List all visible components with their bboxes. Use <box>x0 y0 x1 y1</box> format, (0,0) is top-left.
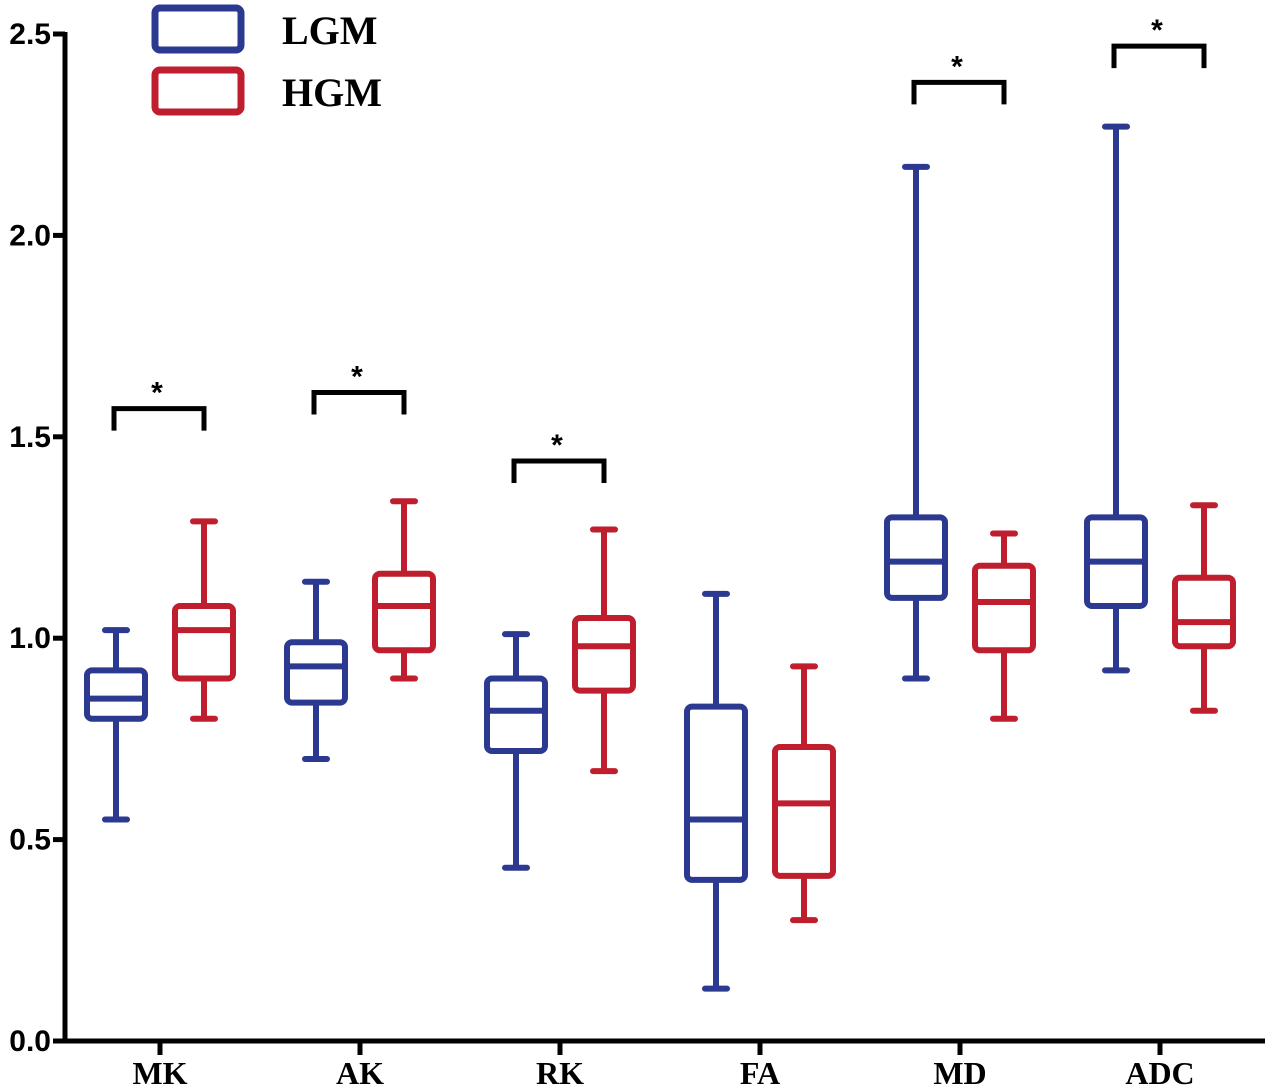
legend-item-lgm: LGM <box>151 4 378 54</box>
bracket-line <box>911 79 1007 105</box>
box-lgm-mk <box>84 627 148 823</box>
iqr-box <box>1172 574 1236 650</box>
legend-label: HGM <box>282 70 382 115</box>
iqr-box <box>484 675 548 754</box>
significance-bracket: * <box>911 50 1007 105</box>
y-tick-label: 1.5 <box>9 421 51 454</box>
significance-markers: * * * * * <box>111 14 1207 483</box>
box-hgm-ak <box>372 498 436 682</box>
iqr-box <box>972 562 1036 654</box>
significance-star: * <box>151 377 163 410</box>
box-hgm-adc <box>1172 502 1236 714</box>
box-lgm-md <box>884 163 948 682</box>
box-hgm-rk <box>572 526 636 775</box>
significance-star: * <box>351 360 363 393</box>
iqr-box <box>684 703 748 883</box>
y-tick-label: 1.0 <box>9 622 51 655</box>
significance-star: * <box>551 429 563 462</box>
box-lgm-fa <box>684 590 748 992</box>
y-tick-label: 0.5 <box>9 824 51 857</box>
iqr-box <box>372 570 436 654</box>
iqr-box <box>284 639 348 706</box>
iqr-box <box>884 514 948 601</box>
x-tick-label: MD <box>933 1055 986 1088</box>
box-lgm-rk <box>484 631 548 871</box>
box-series <box>84 123 1236 992</box>
bracket-line <box>311 389 407 415</box>
x-tick-label: AK <box>336 1055 384 1088</box>
x-tick-label: FA <box>740 1055 780 1088</box>
iqr-box <box>84 667 148 722</box>
bracket-line <box>511 458 607 483</box>
significance-bracket: * <box>311 360 407 415</box>
legend-label: LGM <box>282 8 378 53</box>
bracket-line <box>1111 43 1207 69</box>
y-tick-label: 2.5 <box>9 18 51 51</box>
significance-star: * <box>1151 14 1163 47</box>
box-hgm-md <box>972 530 1036 722</box>
legend-item-hgm: HGM <box>151 66 382 116</box>
iqr-box <box>572 615 636 694</box>
significance-bracket: * <box>111 377 207 431</box>
iqr-box <box>772 743 836 879</box>
box-lgm-ak <box>284 578 348 763</box>
x-tick-label: MK <box>132 1055 187 1088</box>
box-lgm-adc <box>1084 123 1148 674</box>
legend-swatch <box>151 66 245 116</box>
legend-swatch <box>151 4 245 54</box>
bracket-line <box>111 406 207 431</box>
y-tick-label: 0.0 <box>9 1025 51 1058</box>
significance-bracket: * <box>511 429 607 483</box>
iqr-box <box>172 602 236 682</box>
significance-star: * <box>951 50 963 83</box>
x-tick-label: ADC <box>1125 1055 1194 1088</box>
box-hgm-fa <box>772 663 836 924</box>
axes: 0.0 0.5 1.0 1.5 2.0 2.5 MK AK RK FA MD ADC <box>9 18 1265 1088</box>
x-tick-label: RK <box>536 1055 584 1088</box>
legend: LGM HGM <box>151 4 382 116</box>
box-hgm-mk <box>172 518 236 722</box>
significance-bracket: * <box>1111 14 1207 69</box>
y-tick-label: 2.0 <box>9 219 51 252</box>
